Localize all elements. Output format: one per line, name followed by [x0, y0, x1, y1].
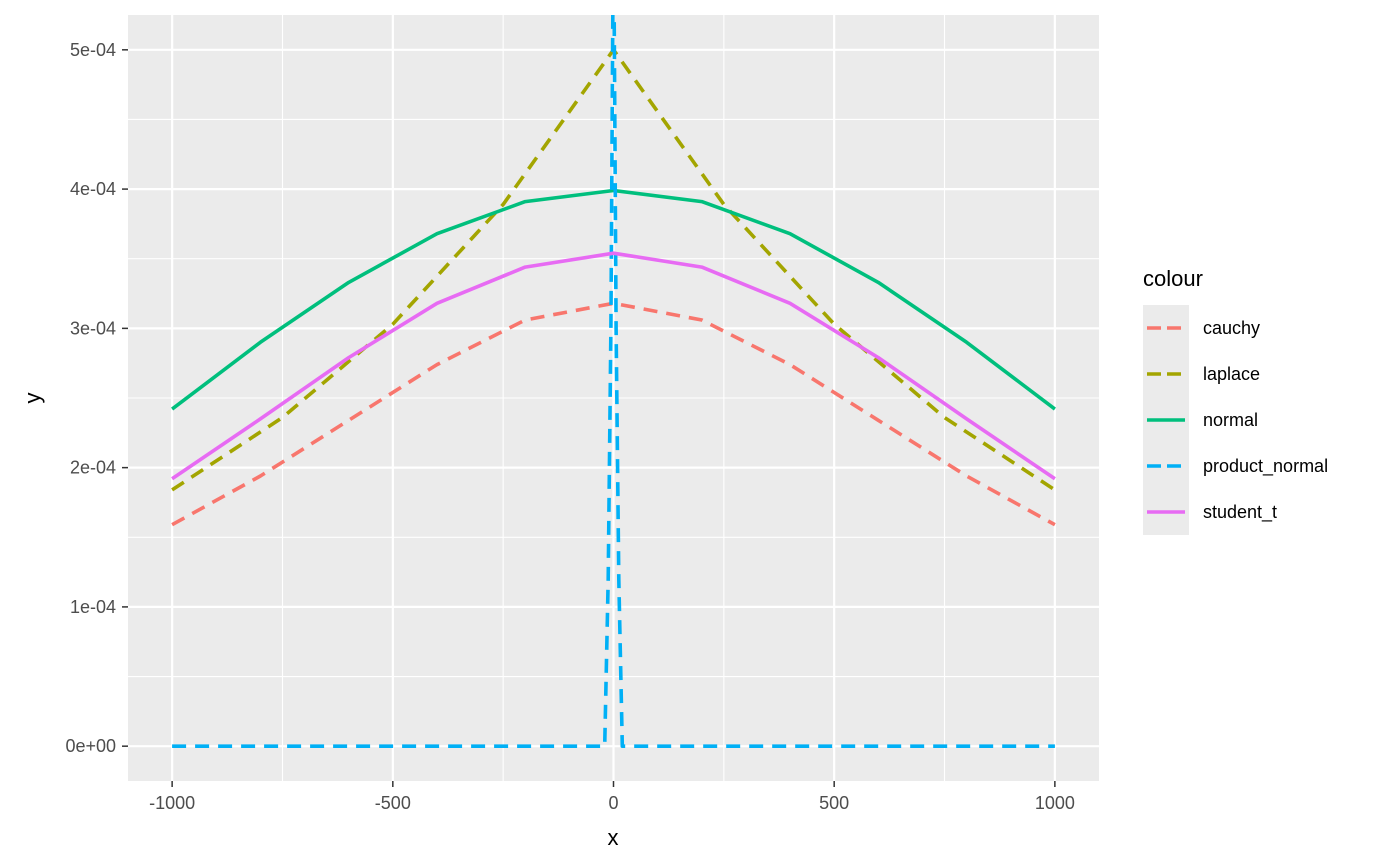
x-tick-label: 1000: [1035, 793, 1075, 813]
series-line-cauchy: [171, 301, 1056, 527]
grid-major: [128, 15, 1099, 781]
legend: colour cauchy laplace normal product_normal…: [1143, 266, 1328, 535]
y-tick-label: 4e-04: [70, 179, 116, 199]
y-tick-label: 2e-04: [70, 458, 116, 478]
y-tick-label: 3e-04: [70, 318, 116, 338]
legend-label-student_t: student_t: [1203, 502, 1277, 523]
x-axis: -1000 -500 0 500 1000: [149, 781, 1075, 813]
legend-label-product_normal: product_normal: [1203, 456, 1328, 477]
legend-label-cauchy: cauchy: [1203, 318, 1260, 338]
y-tick-label: 5e-04: [70, 40, 116, 60]
y-axis-title: y: [20, 393, 45, 404]
legend-label-laplace: laplace: [1203, 364, 1260, 384]
x-tick-label: 0: [608, 793, 618, 813]
series-layer: [171, 15, 1056, 749]
y-axis: 0e+00 1e-04 2e-04 3e-04 4e-04 5e-04: [65, 40, 128, 756]
y-tick-label: 0e+00: [65, 736, 116, 756]
series-line-student_t: [171, 251, 1056, 481]
legend-label-normal: normal: [1203, 410, 1258, 430]
y-tick-label: 1e-04: [70, 597, 116, 617]
x-tick-label: 500: [819, 793, 849, 813]
x-axis-title: x: [608, 825, 619, 850]
x-tick-label: -1000: [149, 793, 195, 813]
legend-title: colour: [1143, 266, 1203, 291]
x-tick-label: -500: [375, 793, 411, 813]
